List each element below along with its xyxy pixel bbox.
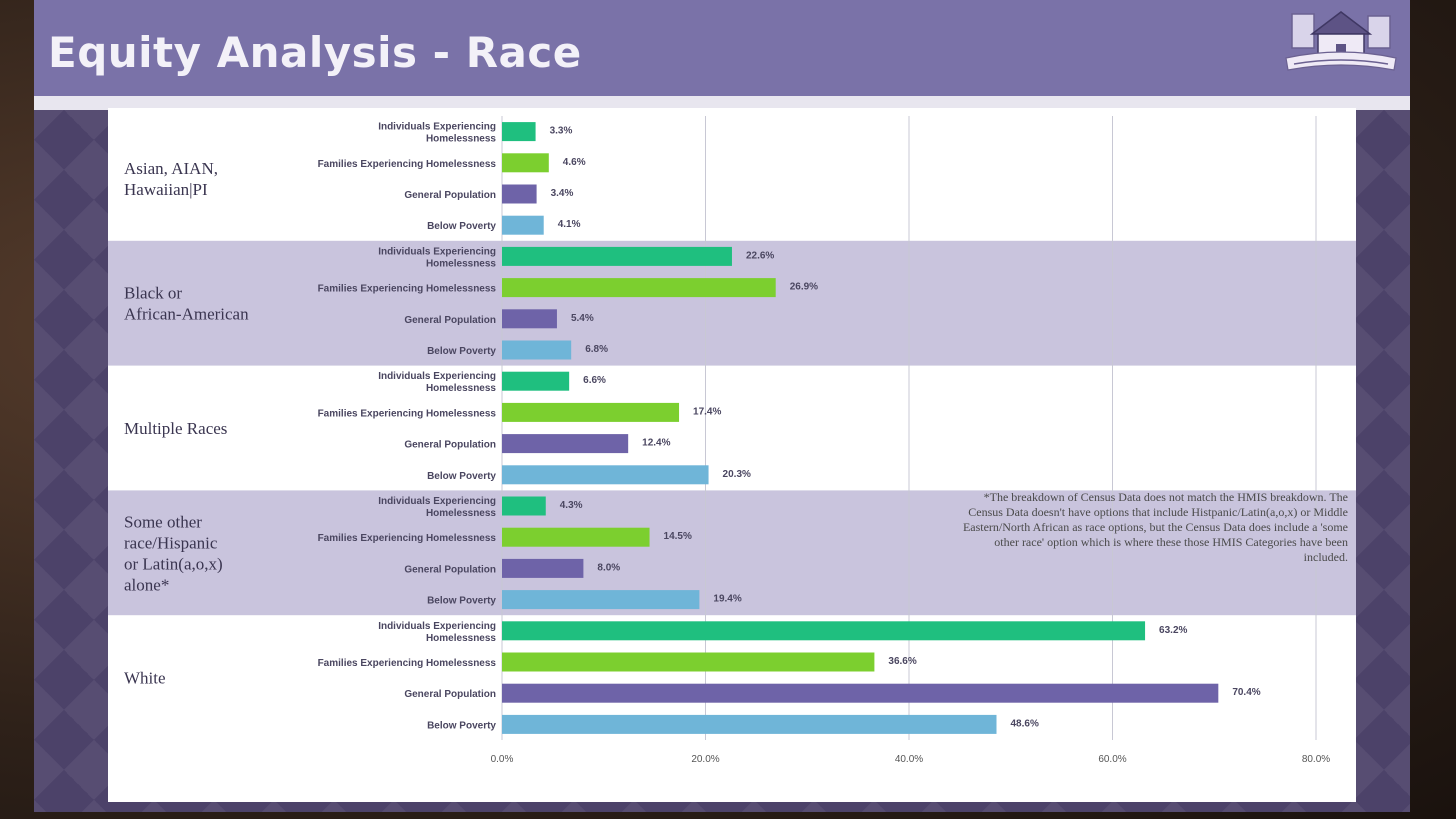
bar (502, 340, 572, 360)
bar (502, 496, 546, 516)
category-label: Families Experiencing Homelessness (318, 658, 497, 669)
value-label: 4.3% (560, 500, 583, 511)
category-label: Individuals Experiencing Homelessness (378, 621, 496, 644)
bar (502, 246, 732, 266)
category-label: Individuals Experiencing Homelessness (378, 246, 496, 269)
category-label: Individuals Experiencing Homelessness (378, 371, 496, 394)
title-divider (34, 96, 1410, 110)
value-label: 3.4% (551, 188, 574, 199)
group-label: Some other race/Hispanic or Latin(a,o,x) al… (124, 512, 223, 594)
value-label: 70.4% (1232, 687, 1260, 698)
bar (502, 184, 537, 204)
bar (502, 153, 549, 173)
value-label: 4.1% (558, 219, 581, 230)
category-label: Below Poverty (427, 596, 496, 607)
slide-title: Equity Analysis - Race (48, 28, 582, 77)
category-label: Families Experiencing Homelessness (318, 408, 497, 419)
category-label: Below Poverty (427, 346, 496, 357)
category-label: Below Poverty (427, 471, 496, 482)
value-label: 17.4% (693, 406, 721, 417)
bar (502, 309, 557, 329)
value-label: 6.8% (585, 344, 608, 355)
value-label: 8.0% (597, 562, 620, 573)
x-tick-label: 80.0% (1302, 754, 1330, 765)
value-label: 20.3% (723, 469, 751, 480)
value-label: 48.6% (1011, 718, 1039, 729)
bar (502, 683, 1219, 703)
bar (502, 215, 544, 235)
category-label: General Population (404, 190, 496, 201)
chart-panel: 0.0% 20.0% 40.0% 60.0% 80.0% Asian, AIAN, Hawa… (108, 108, 1356, 802)
value-label: 26.9% (790, 282, 818, 293)
bar (502, 714, 997, 734)
value-label: 12.4% (642, 438, 670, 449)
value-label: 5.4% (571, 313, 594, 324)
census-footnote: *The breakdown of Census Data does not m… (962, 490, 1348, 564)
bar (502, 402, 680, 422)
x-tick-label: 20.0% (691, 754, 719, 765)
bar (502, 558, 584, 578)
category-label: Individuals Experiencing Homelessness (378, 496, 496, 519)
category-label: General Population (404, 315, 496, 326)
bar-chart: 0.0% 20.0% 40.0% 60.0% 80.0% Asian, AIAN, Hawa… (108, 116, 1356, 765)
bar (502, 527, 650, 547)
group-label: Multiple Races (124, 419, 227, 438)
bar (502, 465, 709, 485)
value-label: 22.6% (746, 250, 774, 261)
group-label: Asian, AIAN, Hawaiian|PI (124, 159, 218, 199)
title-band: Equity Analysis - Race (34, 0, 1410, 96)
bar (502, 122, 536, 142)
value-label: 14.5% (664, 531, 692, 542)
x-tick-label: 40.0% (895, 754, 923, 765)
category-label: General Population (404, 440, 496, 451)
value-label: 63.2% (1159, 625, 1187, 636)
group-band (108, 490, 1356, 616)
x-tick-label: 60.0% (1098, 754, 1126, 765)
bar (502, 278, 776, 298)
coalition-logo (1285, 11, 1397, 71)
value-label: 3.3% (550, 126, 573, 137)
category-label: Families Experiencing Homelessness (318, 159, 497, 170)
bar (502, 590, 700, 610)
category-label: Below Poverty (427, 720, 496, 731)
bar (502, 652, 875, 672)
group-band (108, 240, 1356, 366)
x-tick-label: 0.0% (491, 754, 514, 765)
bar (502, 371, 570, 391)
bar (502, 434, 629, 454)
group-label: White (124, 669, 166, 688)
value-label: 36.6% (888, 656, 916, 667)
category-label: Individuals Experiencing Homelessness (378, 122, 496, 145)
category-label: Families Experiencing Homelessness (318, 284, 497, 295)
value-label: 4.6% (563, 157, 586, 168)
bar (502, 621, 1146, 641)
category-label: General Population (404, 689, 496, 700)
value-label: 6.6% (583, 375, 606, 386)
category-label: Below Poverty (427, 221, 496, 232)
group-label: Black or African-American (124, 284, 249, 324)
value-label: 19.4% (713, 594, 741, 605)
category-label: General Population (404, 564, 496, 575)
category-label: Families Experiencing Homelessness (318, 533, 497, 544)
presentation-slide: Equity Analysis - Race 0.0% 20.0% 40.0% 60.… (34, 0, 1410, 812)
